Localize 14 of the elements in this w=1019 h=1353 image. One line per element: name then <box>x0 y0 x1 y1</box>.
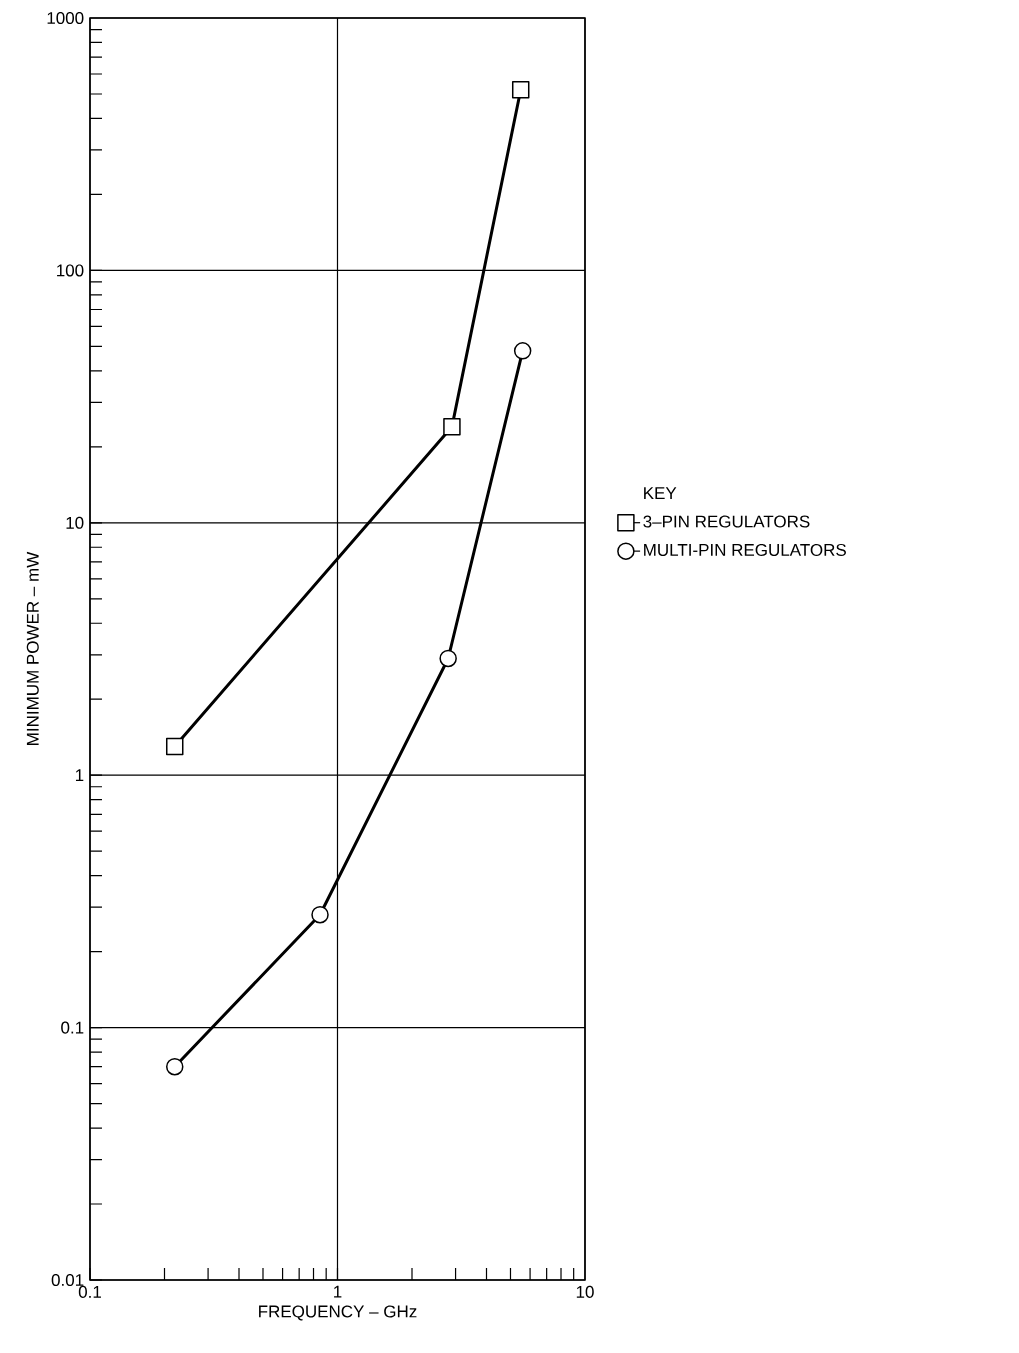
x-tick-label: 0.1 <box>78 1285 101 1298</box>
x-tick-label: 1 <box>334 1285 342 1298</box>
y-tick-label: 0.01 <box>51 1273 84 1287</box>
x-axis-title: FREQUENCY – GHz <box>259 1305 417 1321</box>
y-tick-label: 100 <box>57 264 84 277</box>
y-tick-label: 0.1 <box>61 1021 84 1034</box>
y-tick-label: 10 <box>66 516 84 529</box>
legend-title: KEY <box>644 487 677 499</box>
y-tick-label: 1000 <box>47 11 84 25</box>
legend-label: 3–PIN REGULATORS <box>643 515 810 528</box>
y-tick-label: 1 <box>75 769 84 782</box>
y-axis-title: MINIMUM POWER – mW <box>26 551 39 745</box>
legend-label: MULTI-PIN REGULATORS <box>644 543 846 556</box>
x-tick-label: 10 <box>576 1285 594 1298</box>
